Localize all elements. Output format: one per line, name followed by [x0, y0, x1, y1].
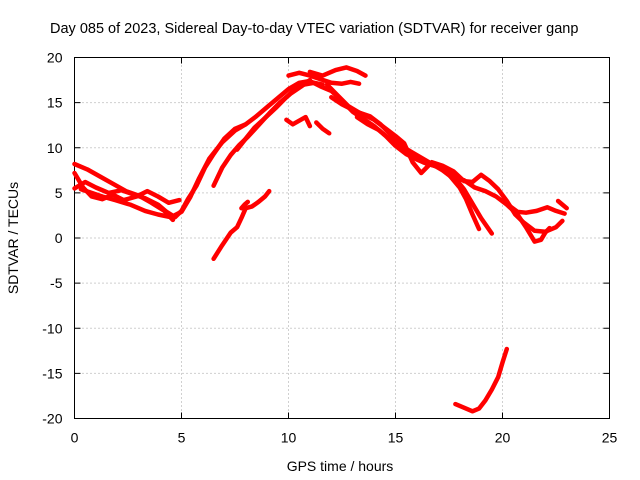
series-track-07	[286, 70, 362, 86]
series-track-17	[555, 198, 569, 211]
series-track-12	[506, 203, 567, 216]
series-track-03	[72, 170, 182, 206]
series-track-18	[453, 346, 510, 414]
series-track-04	[78, 122, 248, 220]
series-track-14	[239, 199, 251, 211]
series-track-11	[354, 114, 552, 244]
x-tick-label: 25	[602, 430, 618, 446]
y-tick-label: -5	[50, 275, 63, 291]
series-track-13	[211, 188, 272, 262]
y-tick-label: 0	[55, 230, 63, 246]
x-axis-label: GPS time / hours	[287, 458, 394, 474]
grid	[74, 57, 610, 419]
y-tick-label: -20	[42, 411, 62, 427]
x-tick-label: 5	[178, 430, 186, 446]
series-track-16	[314, 120, 332, 136]
y-axis-label: SDTVAR / TECUs	[5, 182, 21, 294]
y-tick-label: 5	[55, 185, 63, 201]
x-tick-label: 15	[388, 430, 404, 446]
y-tick-label: 15	[47, 95, 63, 111]
x-tick-label: 20	[495, 430, 511, 446]
x-tick-label: 0	[71, 430, 79, 446]
series-track-08	[307, 65, 368, 78]
axis-ticks: 0 5 10 15 20 25 -20 -15 -10 -5 0 5 10 15 20	[42, 50, 617, 446]
y-tick-label: -15	[42, 365, 62, 381]
y-tick-label: 10	[47, 140, 63, 156]
series-track-06	[234, 80, 325, 152]
y-tick-label: -10	[42, 320, 62, 336]
series-track-02	[72, 161, 176, 223]
data-series	[72, 65, 569, 414]
y-tick-label: 20	[47, 50, 63, 66]
series-track-15	[284, 114, 313, 129]
x-tick-label: 10	[281, 430, 297, 446]
chart-title: Day 085 of 2023, Sidereal Day-to-day VTE…	[50, 21, 578, 37]
